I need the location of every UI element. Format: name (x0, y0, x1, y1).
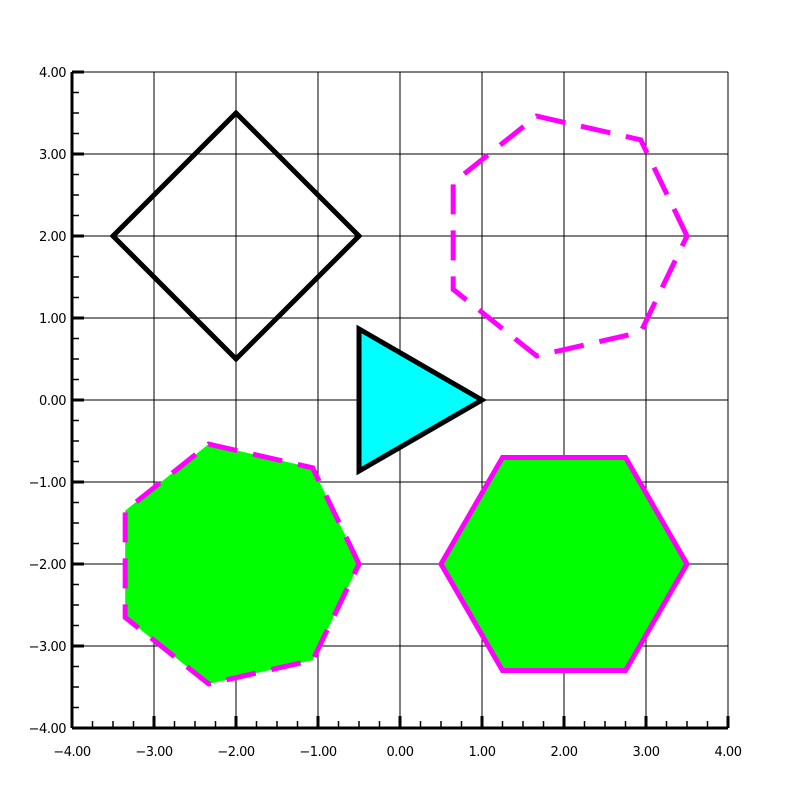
x-tick-label: −3.00 (135, 745, 173, 760)
y-tick-label: 0.00 (39, 394, 66, 409)
x-tick-label: 1.00 (469, 745, 496, 760)
y-tick-label: −4.00 (29, 722, 67, 737)
x-tick-label: −4.00 (53, 745, 91, 760)
shape-layer (109, 109, 690, 687)
y-tick-label: 4.00 (39, 66, 66, 81)
y-tick-label: 3.00 (39, 148, 66, 163)
axes (70, 70, 730, 730)
y-tick-label: −2.00 (29, 558, 67, 573)
hexagon-shape (438, 454, 690, 674)
diamond-shape (109, 109, 363, 363)
x-tick-label: 2.00 (551, 745, 578, 760)
x-tick-label: 4.00 (715, 745, 742, 760)
triangle-shape (356, 324, 488, 476)
x-tick-label: 3.00 (633, 745, 660, 760)
y-tick-label: −3.00 (29, 640, 67, 655)
filled-heptagon-shape (122, 441, 362, 687)
tick-labels: −4.00 −3.00 −2.00 −1.00 0.00 1.00 2.00 3.00 4.00… (29, 66, 743, 760)
y-tick-label: 1.00 (39, 312, 66, 327)
x-tick-label: −1.00 (299, 745, 337, 760)
x-tick-label: 0.00 (387, 745, 414, 760)
y-tick-label: −1.00 (29, 476, 67, 491)
dashed-heptagon-shape (450, 113, 690, 359)
x-tick-label: −2.00 (217, 745, 255, 760)
y-tick-label: 2.00 (39, 230, 66, 245)
